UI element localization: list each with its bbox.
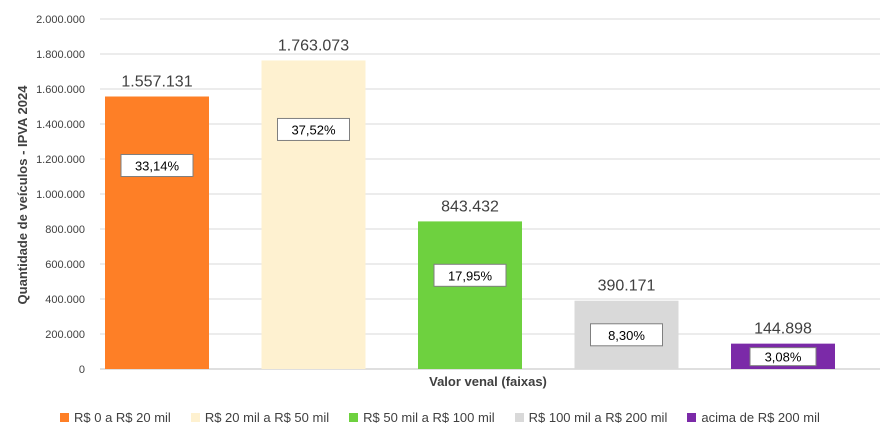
y-tick-label: 1.200.000 xyxy=(36,154,85,166)
legend-label: R$ 0 a R$ 20 mil xyxy=(74,410,171,425)
bar xyxy=(418,221,522,369)
y-tick-label: 600.000 xyxy=(45,259,85,271)
legend-item: R$ 0 a R$ 20 mil xyxy=(60,410,171,425)
legend-item: acima de R$ 200 mil xyxy=(687,410,820,425)
percent-label-box xyxy=(433,263,507,287)
legend-item: R$ 20 mil a R$ 50 mil xyxy=(190,410,330,425)
percent-label: 8,30% xyxy=(608,328,645,343)
legend-label: R$ 20 mil a R$ 50 mil xyxy=(204,410,330,425)
percent-label: 17,95% xyxy=(448,268,493,283)
legend-swatch xyxy=(687,413,697,422)
y-tick-label: 1.000.000 xyxy=(36,189,85,201)
y-axis-title: Quantidade de veículos - IPVA 2024 xyxy=(15,85,30,305)
legend-swatch xyxy=(514,413,524,422)
legend-label: acima de R$ 200 mil xyxy=(701,410,820,425)
bar-value-label: 1.763.073 xyxy=(278,37,349,54)
legend-swatch xyxy=(349,413,359,422)
data-labels: 1.557.131 33,14% 1.763.073 37,52% 843.432 17,… xyxy=(120,37,817,367)
percent-label-box xyxy=(749,347,817,367)
y-axis-ticks: 0 200.000 400.000 600.000 800.000 1.000.000 1.… xyxy=(36,14,85,376)
legend-label: R$ 100 mil a R$ 200 mil xyxy=(528,410,668,425)
bar-value-label: 843.432 xyxy=(441,198,499,215)
y-tick-label: 1.400.000 xyxy=(36,119,85,131)
bars xyxy=(105,60,835,370)
legend-item: R$ 50 mil a R$ 100 mil xyxy=(349,410,495,425)
y-tick-label: 1.800.000 xyxy=(36,49,85,61)
y-tick-label: 0 xyxy=(79,364,85,376)
legend-swatch xyxy=(190,413,200,422)
y-tick-label: 1.600.000 xyxy=(36,84,85,96)
y-tick-label: 400.000 xyxy=(45,294,85,306)
bar-value-label: 144.898 xyxy=(754,321,812,338)
y-tick-label: 800.000 xyxy=(45,224,85,236)
bar xyxy=(105,96,209,369)
x-axis-title: Valor venal (faixas) xyxy=(429,374,547,389)
legend-swatch xyxy=(60,413,69,422)
legend-label: R$ 50 mil a R$ 100 mil xyxy=(363,410,495,425)
bar xyxy=(261,60,366,370)
percent-label-box xyxy=(590,323,663,347)
legend: R$ 0 a R$ 20 mil R$ 20 mil a R$ 50 mil R$ … xyxy=(60,410,840,425)
percent-label-box xyxy=(120,154,194,178)
y-tick-label: 200.000 xyxy=(45,329,85,341)
legend-item: R$ 100 mil a R$ 200 mil xyxy=(514,410,668,425)
y-tick-label: 2.000.000 xyxy=(36,14,85,26)
percent-label-box xyxy=(277,117,350,141)
percent-label: 37,52% xyxy=(291,122,336,137)
bar-value-label: 390.171 xyxy=(598,278,656,295)
percent-label: 3,08% xyxy=(765,350,802,365)
bar-value-label: 1.557.131 xyxy=(121,74,192,91)
percent-label: 33,14% xyxy=(135,159,180,174)
